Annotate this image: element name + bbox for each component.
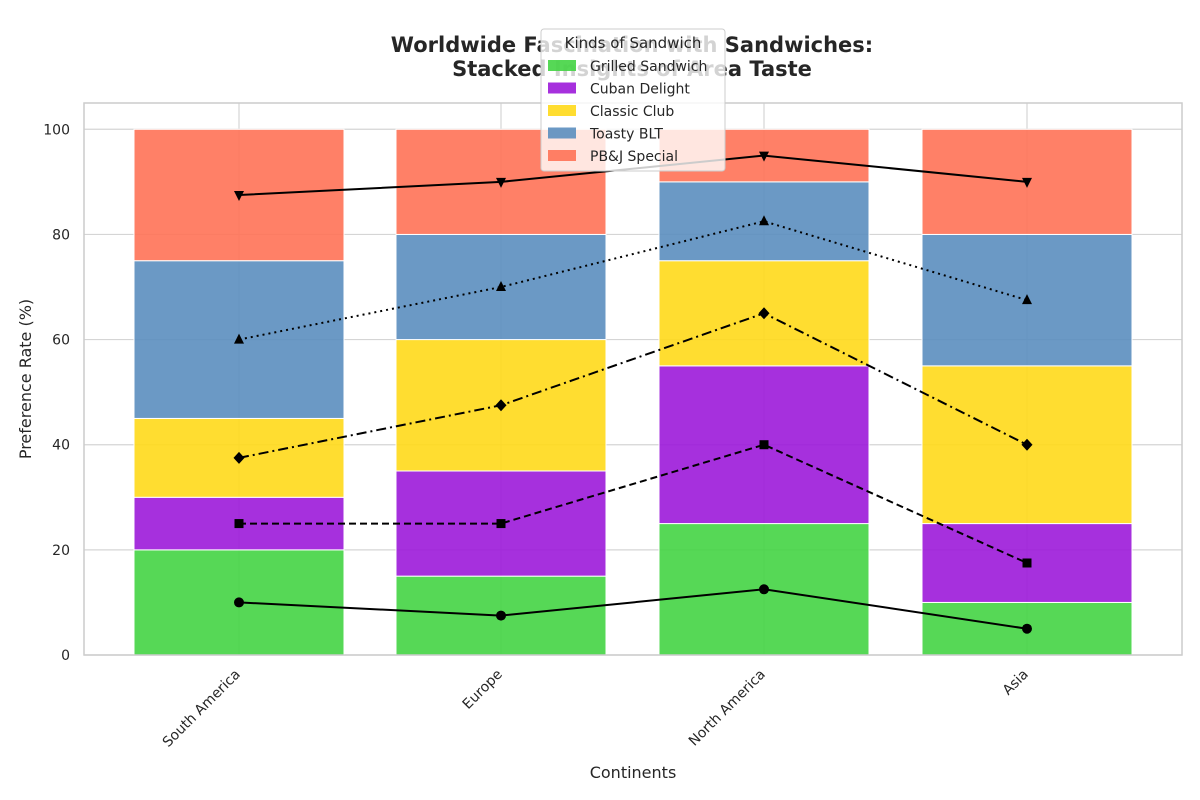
midpoint-marker-4-south-america: [234, 333, 244, 344]
midpoint-line-4: [238, 220, 1028, 341]
legend: Kinds of Sandwich Grilled Sandwich Cuban …: [540, 28, 726, 172]
midpoint-marker-4-europe: [496, 281, 506, 291]
x-axis-label: Continents: [590, 763, 677, 782]
midpoint-marker-5-asia: [1022, 177, 1032, 188]
midpoint-marker-2-asia: [1022, 558, 1032, 568]
legend-swatch-toasty-blt: [548, 127, 576, 139]
midpoint-marker-1-north-america: [759, 584, 769, 595]
x-tick-label-asia: Asia: [1000, 667, 1032, 699]
x-tick-label-europe: Europe: [460, 667, 506, 713]
legend-swatch-classic-club: [548, 105, 576, 116]
x-tick-label-north-america: North America: [686, 667, 769, 750]
y-tick-label: 40: [52, 438, 70, 454]
midpoint-marker-4-north-america: [759, 215, 769, 226]
legend-label-classic-club: Classic Club: [590, 104, 674, 120]
y-tick-label: 80: [52, 227, 70, 243]
legend-label-toasty-blt: Toasty BLT: [589, 127, 663, 143]
legend-swatch-pbandj-special: [548, 150, 576, 161]
midpoint-marker-1-europe: [496, 610, 506, 621]
midpoint-marker-2-south-america: [234, 519, 244, 529]
midpoint-marker-2-north-america: [759, 440, 769, 450]
legend-title: Kinds of Sandwich: [565, 34, 702, 52]
midpoint-marker-3-south-america: [233, 451, 245, 464]
midpoint-marker-4-asia: [1022, 294, 1032, 305]
bars-layer: [133, 128, 1133, 656]
midpoint-marker-5-south-america: [234, 191, 244, 201]
legend-label-grilled-sandwich: Grilled Sandwich: [590, 59, 707, 75]
midpoint-line-2: [239, 443, 1028, 564]
x-tick-label-south-america: South America: [160, 667, 244, 751]
midpoint-marker-5-europe: [496, 177, 506, 188]
midpoint-marker-5-north-america: [759, 151, 769, 162]
legend-label-cuban-delight: Cuban Delight: [590, 82, 690, 98]
y-axis-label: Preference Rate (%): [16, 299, 35, 459]
midpoint-marker-1-asia: [1022, 623, 1032, 634]
midpoint-marker-3-north-america: [758, 307, 770, 320]
y-tick-label: 0: [61, 648, 70, 664]
y-tick-label: 100: [43, 122, 70, 138]
legend-swatch-cuban-delight: [548, 82, 576, 94]
midpoint-marker-3-europe: [495, 399, 507, 412]
legend-label-pbandj-special: PB&J Special: [590, 149, 678, 165]
midpoint-line-3: [238, 312, 1028, 459]
y-tick-label: 60: [52, 333, 70, 349]
lines-layer: [233, 151, 1033, 634]
midpoint-line-1: [238, 588, 1028, 630]
y-tick-label: 20: [52, 543, 70, 559]
midpoint-marker-1-south-america: [234, 597, 244, 608]
midpoint-marker-3-asia: [1021, 438, 1033, 451]
legend-frame: [540, 28, 726, 172]
midpoint-marker-2-europe: [496, 519, 506, 529]
legend-swatch-grilled-sandwich: [548, 60, 576, 71]
